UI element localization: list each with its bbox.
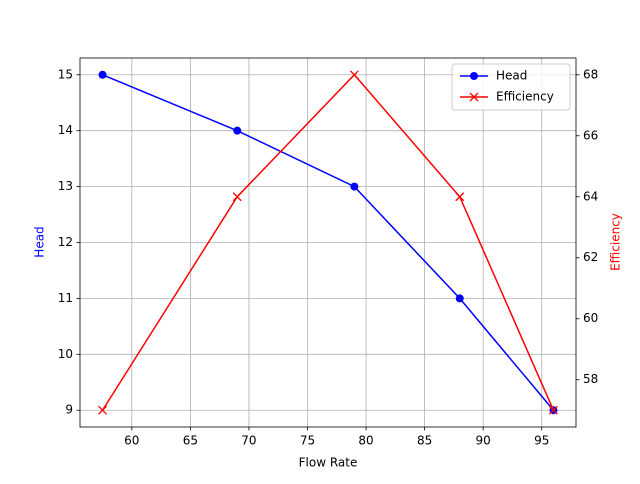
legend-marker (470, 72, 478, 80)
y-axis-label: Head (33, 226, 47, 257)
y2-tick-label: 58 (583, 372, 598, 386)
y-tick-label: 12 (58, 235, 73, 249)
y-tick-label: 9 (65, 403, 73, 417)
y-tick-label: 13 (58, 179, 73, 193)
data-point (233, 126, 242, 135)
data-point (455, 192, 465, 202)
y-tick-label: 11 (58, 291, 73, 305)
legend-label: Efficiency (496, 90, 554, 104)
x-tick-label: 95 (534, 434, 549, 448)
data-point (455, 294, 464, 303)
y2-tick-label: 68 (583, 67, 598, 81)
y2-tick-label: 66 (583, 128, 598, 142)
data-point (232, 192, 242, 202)
data-point (349, 70, 359, 80)
x-tick-label: 65 (183, 434, 198, 448)
legend-label: Head (496, 69, 527, 83)
plot-frame (79, 57, 577, 428)
x-tick-label: 90 (476, 434, 491, 448)
y2-tick-label: 62 (583, 250, 598, 264)
legend-marker (469, 92, 479, 102)
x-tick-label: 60 (124, 434, 139, 448)
x-tick-label: 75 (300, 434, 315, 448)
y-tick-label: 15 (58, 67, 73, 81)
data-point (350, 182, 359, 191)
y2-axis-label: Efficiency (609, 213, 623, 271)
x-tick-label: 70 (241, 434, 256, 448)
y2-tick-label: 64 (583, 189, 598, 203)
x-axis-label: Flow Rate (299, 456, 358, 470)
x-tick-label: 85 (417, 434, 432, 448)
data-point (98, 405, 108, 415)
data-point (98, 70, 107, 79)
x-tick-label: 80 (358, 434, 373, 448)
data-point (548, 405, 558, 415)
y-tick-label: 14 (58, 123, 73, 137)
y2-tick-label: 60 (583, 311, 598, 325)
y-tick-label: 10 (58, 347, 73, 361)
